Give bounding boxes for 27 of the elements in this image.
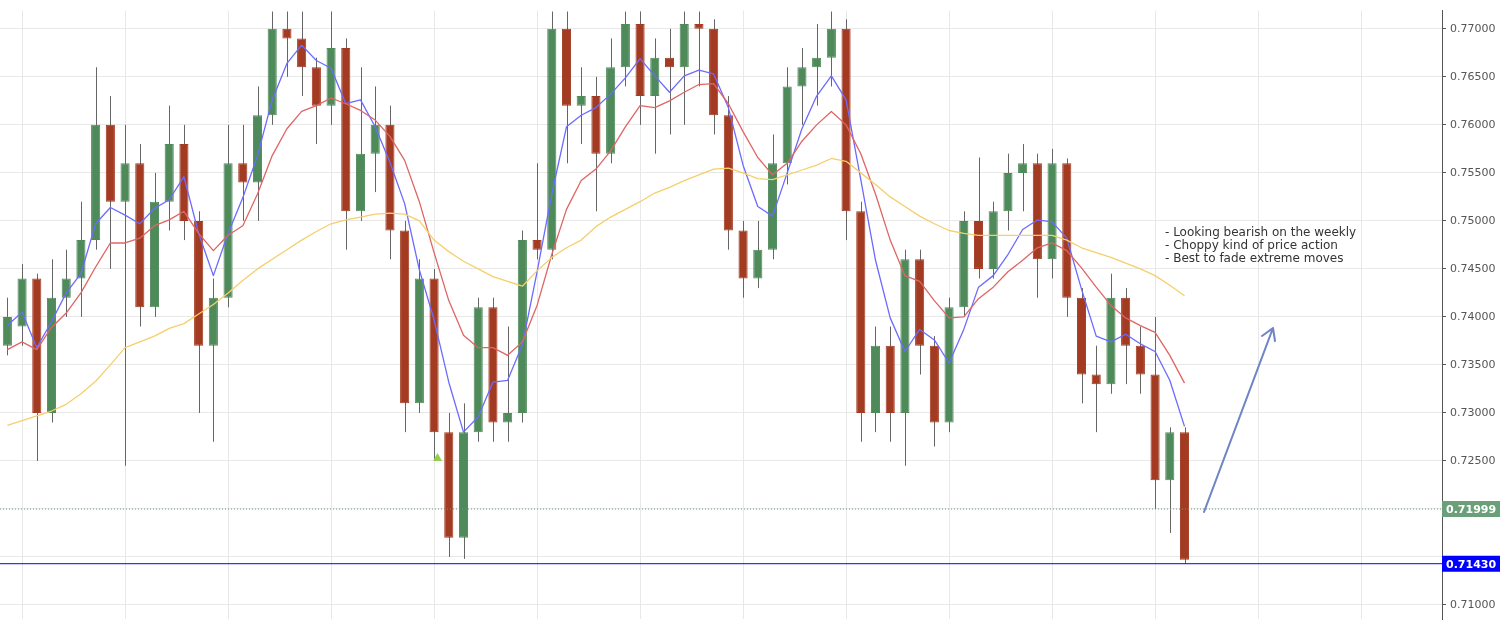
candlestick [503, 326, 513, 443]
y-tick-label: 0.73500 [1450, 357, 1496, 371]
annotation: - Looking bearish on the weekly [1165, 225, 1357, 240]
candlestick [238, 124, 248, 222]
annotation: - Choppy kind of price action [1165, 238, 1338, 253]
candlestick [282, 11, 292, 78]
candlestick [797, 47, 807, 126]
candlestick [1018, 143, 1028, 212]
y-tick-label: 0.76000 [1450, 117, 1496, 131]
candlestick [532, 162, 542, 260]
y-tick-label: 0.73000 [1450, 405, 1496, 419]
y-tick-label: 0.71000 [1450, 597, 1496, 611]
candlestick [576, 66, 586, 145]
y-tick-label: 0.75500 [1450, 165, 1496, 179]
y-tick-label: 0.75000 [1450, 213, 1496, 227]
y-tick-label: 0.74000 [1450, 309, 1496, 323]
y-tick-label: 0.77000 [1450, 21, 1496, 35]
y-tick-label: 0.76500 [1450, 69, 1496, 83]
y-tick-label: 0.72500 [1450, 453, 1496, 467]
candlestick [1091, 345, 1101, 433]
candlestick [694, 11, 704, 87]
candlestick [812, 23, 822, 107]
ref-line-label: 0.71430 [1446, 557, 1497, 571]
y-tick-label: 0.74500 [1450, 261, 1496, 275]
candlestick [664, 28, 675, 135]
ref-line-label: 0.71999 [1446, 502, 1497, 516]
annotation: - Best to fade extreme moves [1165, 251, 1344, 266]
